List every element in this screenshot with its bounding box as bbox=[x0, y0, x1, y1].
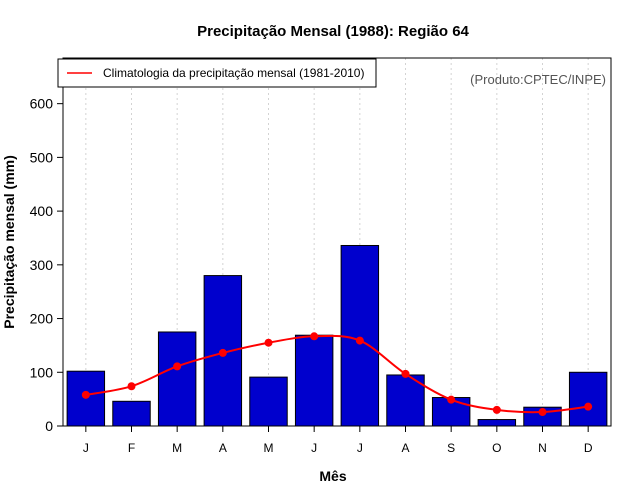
x-tick-label: M bbox=[172, 441, 182, 455]
x-tick-label: A bbox=[401, 441, 409, 455]
bar-7 bbox=[340, 244, 380, 427]
bar-series bbox=[66, 244, 608, 427]
x-tick-label: J bbox=[357, 441, 363, 455]
climatology-point-12 bbox=[584, 402, 593, 411]
chart-title: Precipitação Mensal (1988): Região 64 bbox=[197, 23, 469, 40]
climatology-point-1 bbox=[81, 390, 90, 399]
legend-label: Climatologia da precipitação mensal (198… bbox=[103, 66, 364, 80]
bar-3 bbox=[157, 331, 197, 427]
climatology-point-3 bbox=[173, 362, 182, 371]
climatology-point-4 bbox=[218, 348, 227, 357]
credit-text: (Produto:CPTEC/INPE) bbox=[470, 72, 606, 87]
bar-8 bbox=[386, 374, 425, 427]
x-tick-label: D bbox=[584, 441, 593, 455]
plot-frame bbox=[62, 57, 612, 427]
climatology-point-7 bbox=[355, 336, 364, 345]
climatology-point-9 bbox=[447, 395, 456, 404]
x-tick-label: N bbox=[538, 441, 547, 455]
climatology-point-6 bbox=[310, 332, 319, 341]
y-tick-label: 600 bbox=[30, 96, 54, 112]
bar-6 bbox=[294, 334, 334, 427]
x-tick-label: J bbox=[83, 441, 89, 455]
y-tick-label: 500 bbox=[30, 149, 54, 165]
x-tick-label: S bbox=[447, 441, 455, 455]
x-tick-label: A bbox=[219, 441, 227, 455]
y-axis-title: Precipitação mensal (mm) bbox=[1, 155, 17, 329]
bar-12 bbox=[568, 371, 608, 427]
x-axis-title: Mês bbox=[319, 468, 346, 484]
legend: Climatologia da precipitação mensal (198… bbox=[57, 58, 377, 88]
x-tick-label: M bbox=[264, 441, 274, 455]
climatology-point-11 bbox=[538, 408, 547, 417]
y-tick-label: 0 bbox=[45, 418, 53, 434]
x-tick-label: F bbox=[128, 441, 135, 455]
bar-10 bbox=[477, 419, 517, 427]
y-tick-label: 100 bbox=[30, 364, 54, 380]
climatology-point-10 bbox=[492, 405, 501, 414]
y-tick-label: 300 bbox=[30, 257, 54, 273]
climatology-point-2 bbox=[127, 382, 136, 391]
y-tick-label: 400 bbox=[30, 203, 54, 219]
x-tick-label: J bbox=[311, 441, 317, 455]
bar-2 bbox=[112, 400, 151, 427]
climatology-point-5 bbox=[264, 338, 273, 347]
y-axis: 0 100 200 300 400 500 600 bbox=[30, 96, 63, 434]
legend-box bbox=[57, 58, 377, 88]
y-tick-label: 200 bbox=[30, 311, 54, 327]
climatology-series bbox=[81, 332, 593, 417]
climatology-point-8 bbox=[401, 369, 410, 378]
bar-5 bbox=[249, 376, 288, 427]
x-tick-label: O bbox=[492, 441, 501, 455]
